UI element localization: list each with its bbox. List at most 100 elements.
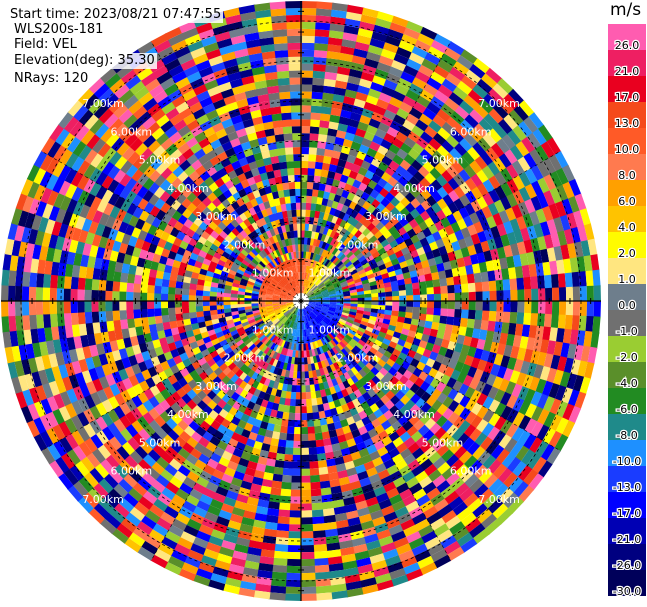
velocity-gate [319,312,326,317]
velocity-gate [49,286,57,301]
velocity-gate [279,302,287,305]
velocity-gate [304,272,308,280]
velocity-gate [397,316,405,324]
velocity-gate [295,399,301,407]
velocity-gate [336,360,344,369]
velocity-gate [313,425,322,434]
velocity-gate [280,347,286,355]
velocity-gate [288,266,293,275]
velocity-gate [348,253,356,262]
velocity-gate [306,291,313,296]
velocity-gate [585,316,594,333]
velocity-gate [341,246,349,254]
velocity-gate [366,350,375,359]
velocity-gate [301,279,304,287]
velocity-gate [308,245,313,253]
velocity-gate [247,263,256,271]
velocity-gate [353,249,362,257]
velocity-gate [322,305,330,309]
velocity-gate [290,313,295,321]
velocity-gate [405,258,415,267]
velocity-gate [250,345,259,354]
velocity-gate [258,294,266,298]
velocity-gate [311,516,325,525]
velocity-gate [286,327,291,335]
velocity-gate [383,282,392,289]
velocity-gate [329,348,336,357]
velocity-gate [308,154,317,162]
velocity-gate [537,275,546,290]
velocity-gate [210,281,219,288]
velocity-gate [384,221,394,231]
velocity-gate [286,301,293,303]
velocity-gate [321,292,329,296]
velocity-gate [291,281,295,288]
velocity-gate [295,279,298,287]
velocity-gate [364,297,372,302]
velocity-gate [323,359,330,367]
velocity-gate [15,314,24,331]
velocity-gate [355,352,364,361]
velocity-gate [312,544,328,552]
velocity-gate [283,340,288,349]
velocity-gate [301,188,308,196]
velocity-gate [272,366,280,375]
velocity-gate [288,524,301,532]
velocity-gate [270,8,288,17]
velocity-gate [258,368,266,377]
velocity-gate [391,305,400,312]
velocity-gate [240,248,249,257]
velocity-gate [270,281,277,287]
velocity-gate [251,230,259,239]
velocity-gate [311,284,317,291]
velocity-gate [276,147,287,156]
velocity-gate [307,313,312,321]
velocity-gate [288,327,293,336]
velocity-gate [306,289,311,296]
velocity-gate [250,272,258,279]
velocity-gate [289,349,294,357]
velocity-gate [390,280,399,288]
velocity-gate [309,274,315,282]
velocity-gate [238,380,248,390]
velocity-gate [320,265,327,273]
velocity-gate [267,253,275,261]
velocity-gate [161,285,169,294]
velocity-gate [252,311,261,317]
velocity-gate [353,363,363,373]
velocity-gate [227,243,236,252]
velocity-gate [558,301,567,316]
velocity-gate [230,373,240,383]
velocity-gate [315,293,322,297]
velocity-gate [290,489,301,497]
velocity-gate [227,361,237,371]
velocity-gate [237,294,245,298]
velocity-gate [291,306,296,313]
velocity-gate [221,342,231,351]
velocity-gate [389,275,398,283]
velocity-gate [592,269,601,287]
velocity-gate [274,309,282,315]
velocity-gate [593,301,601,318]
velocity-gate [255,330,263,337]
velocity-gate [243,348,252,356]
velocity-gate [112,290,120,301]
velocity-gate [286,302,294,305]
velocity-gate [237,303,245,308]
velocity-gate [320,309,328,315]
velocity-gate [292,440,301,448]
velocity-gate [312,411,320,420]
velocity-gate [303,279,306,287]
velocity-gate [199,326,208,334]
velocity-gate [312,253,317,261]
velocity-gate [329,305,337,309]
velocity-gate [226,370,236,380]
velocity-gate [382,277,391,284]
velocity-gate [269,342,277,351]
velocity-gate [204,252,214,261]
velocity-gate [288,70,302,78]
velocity-gate [285,284,291,291]
velocity-gate [235,224,244,234]
velocity-gate [335,368,344,377]
velocity-gate [304,258,308,266]
